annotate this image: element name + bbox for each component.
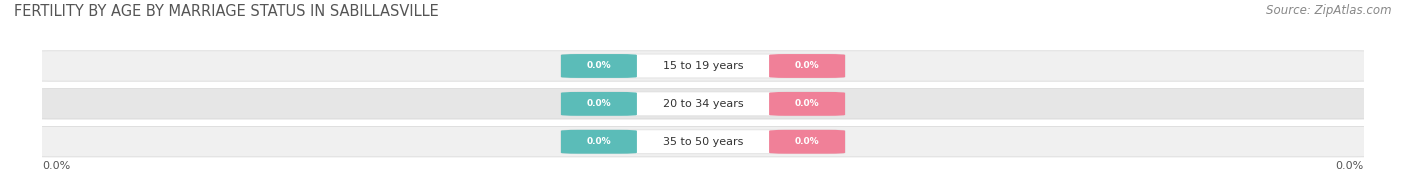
FancyBboxPatch shape <box>769 92 845 116</box>
FancyBboxPatch shape <box>769 54 845 78</box>
FancyBboxPatch shape <box>561 54 845 78</box>
Text: 0.0%: 0.0% <box>794 99 820 108</box>
FancyBboxPatch shape <box>561 130 637 154</box>
Text: 0.0%: 0.0% <box>794 137 820 146</box>
FancyBboxPatch shape <box>22 127 1384 157</box>
FancyBboxPatch shape <box>561 92 637 116</box>
Text: 20 to 34 years: 20 to 34 years <box>662 99 744 109</box>
Text: 0.0%: 0.0% <box>586 99 612 108</box>
Text: 0.0%: 0.0% <box>794 62 820 71</box>
FancyBboxPatch shape <box>561 130 845 154</box>
Text: FERTILITY BY AGE BY MARRIAGE STATUS IN SABILLASVILLE: FERTILITY BY AGE BY MARRIAGE STATUS IN S… <box>14 4 439 19</box>
FancyBboxPatch shape <box>22 51 1384 81</box>
Text: 0.0%: 0.0% <box>42 161 70 171</box>
Text: 0.0%: 0.0% <box>1336 161 1364 171</box>
Text: 0.0%: 0.0% <box>586 137 612 146</box>
FancyBboxPatch shape <box>769 130 845 154</box>
FancyBboxPatch shape <box>561 54 637 78</box>
Text: 15 to 19 years: 15 to 19 years <box>662 61 744 71</box>
Text: 0.0%: 0.0% <box>586 62 612 71</box>
FancyBboxPatch shape <box>22 89 1384 119</box>
FancyBboxPatch shape <box>561 92 845 116</box>
Text: Source: ZipAtlas.com: Source: ZipAtlas.com <box>1267 4 1392 17</box>
Text: 35 to 50 years: 35 to 50 years <box>662 137 744 147</box>
